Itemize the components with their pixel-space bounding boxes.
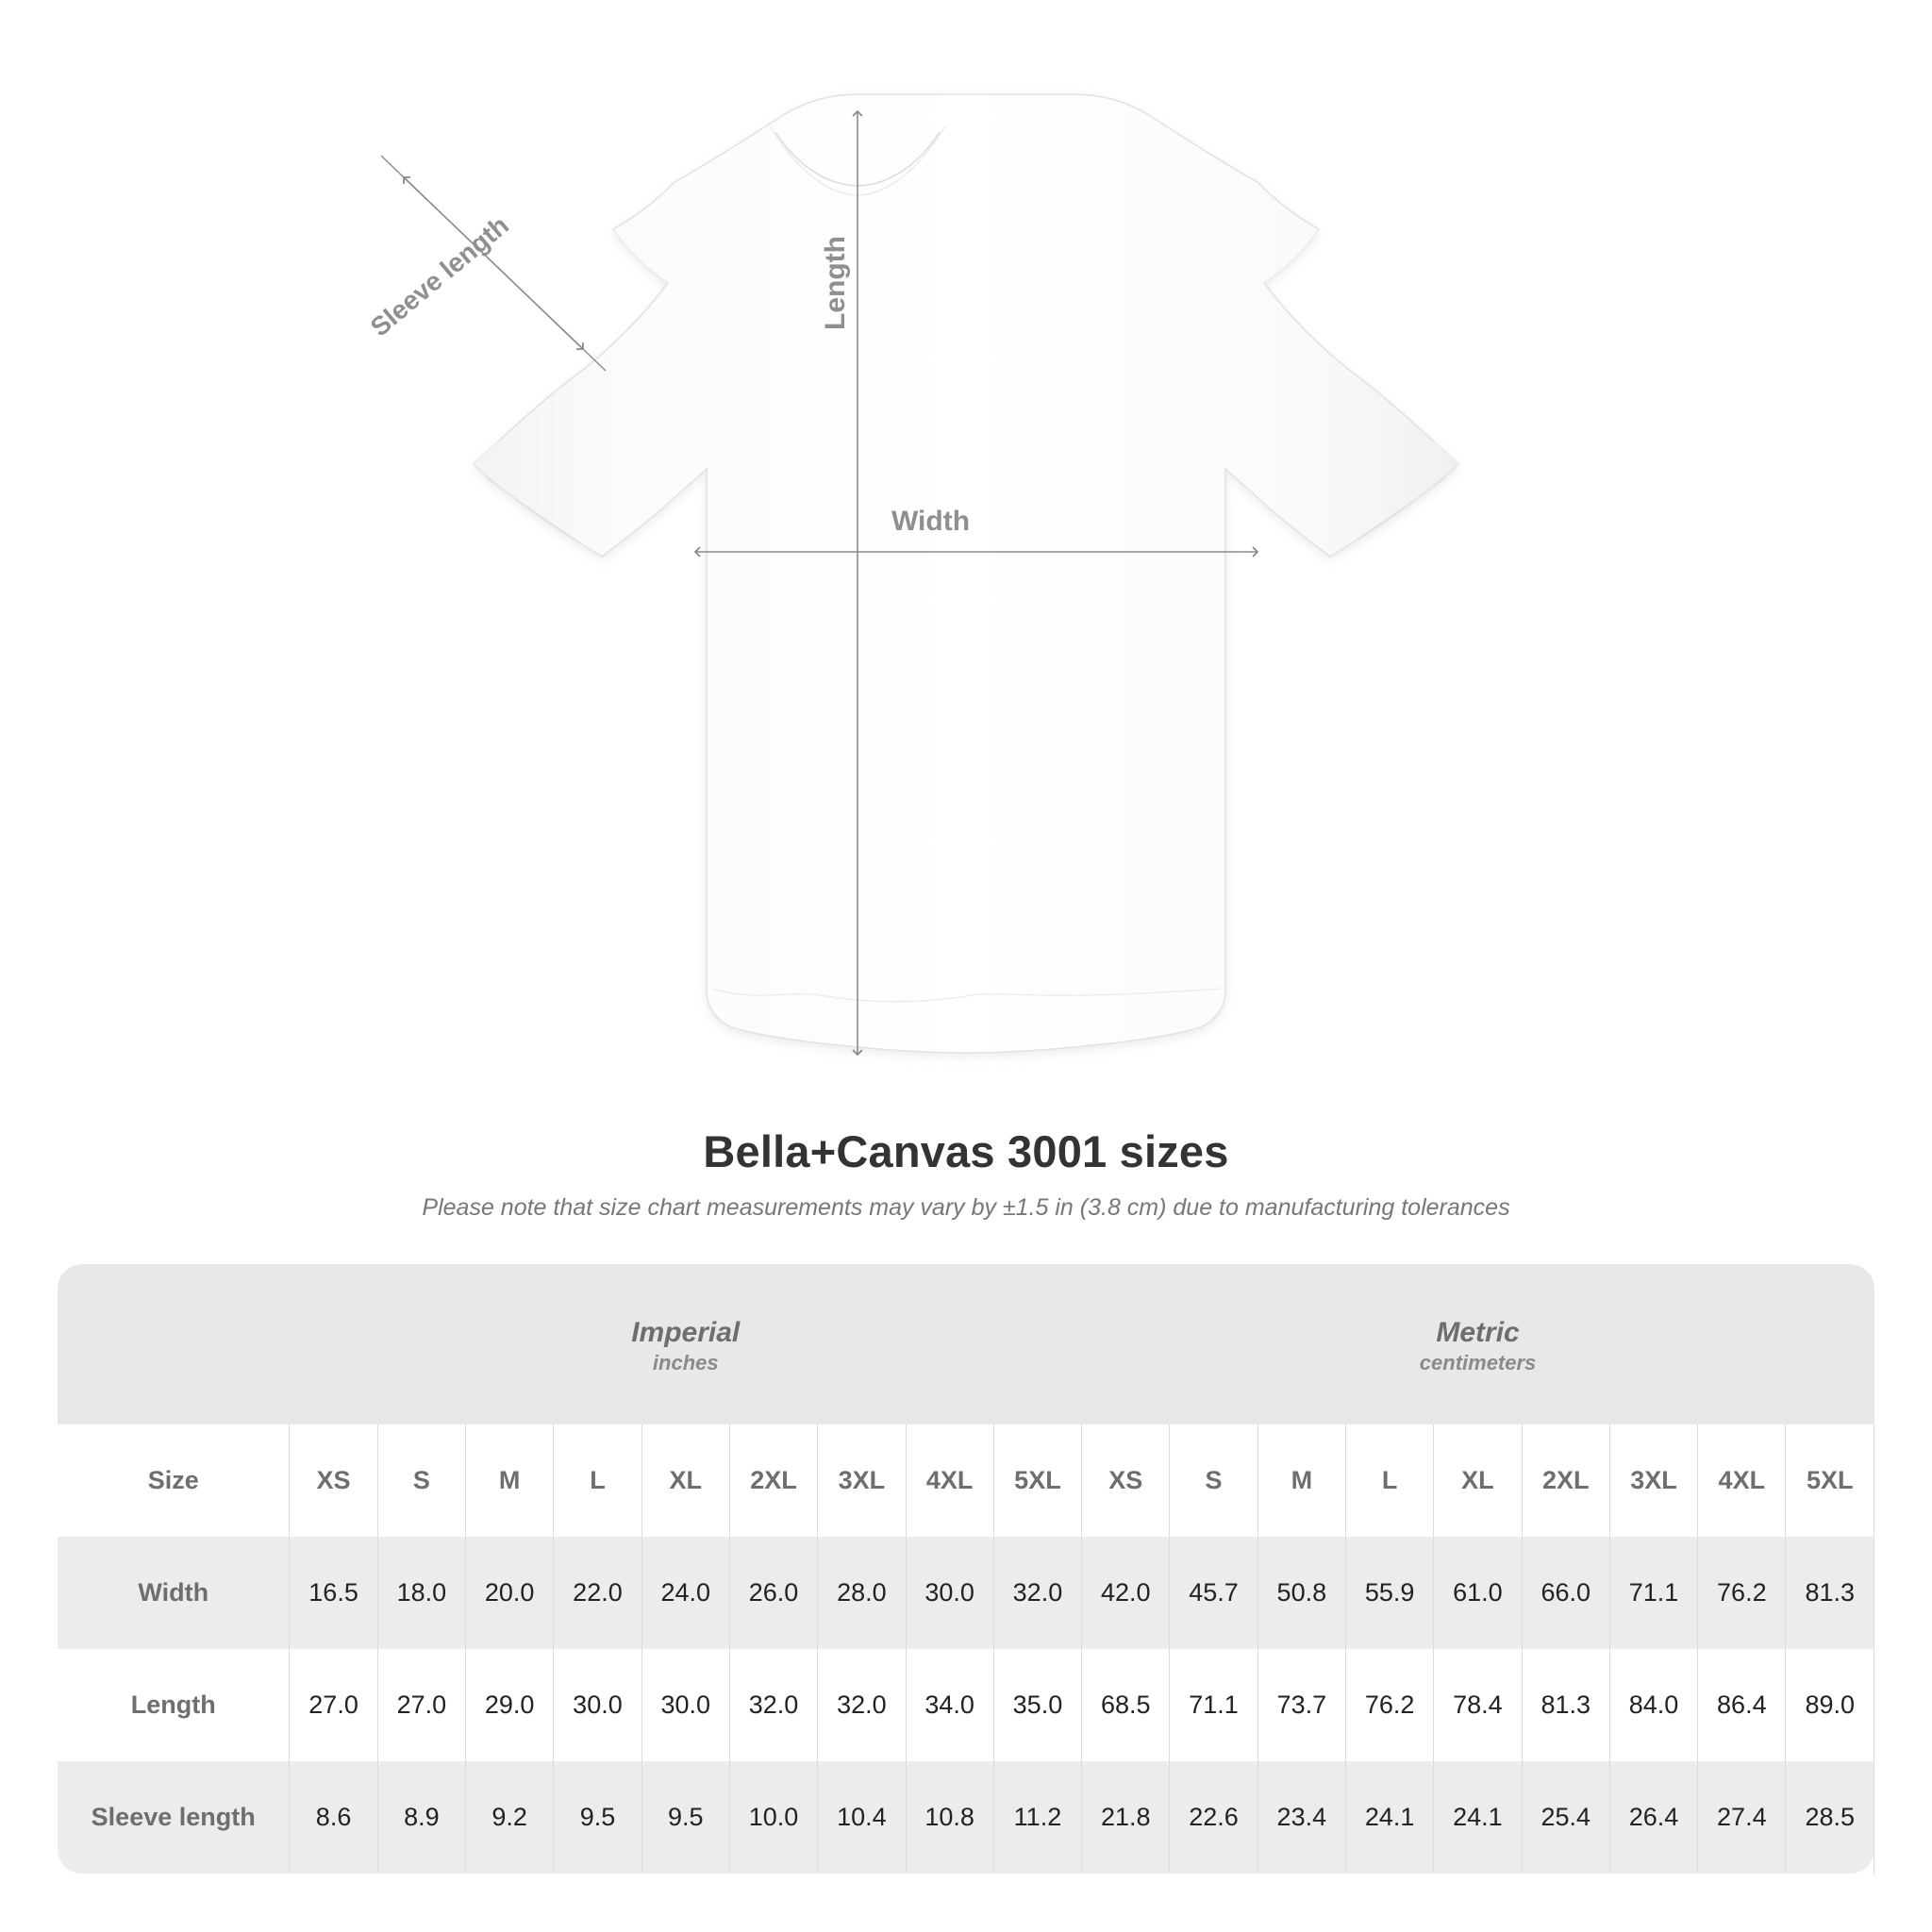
svg-text:Length: Length	[820, 236, 851, 330]
svg-text:Sleeve length: Sleeve length	[365, 210, 514, 342]
svg-text:Width: Width	[891, 506, 970, 537]
